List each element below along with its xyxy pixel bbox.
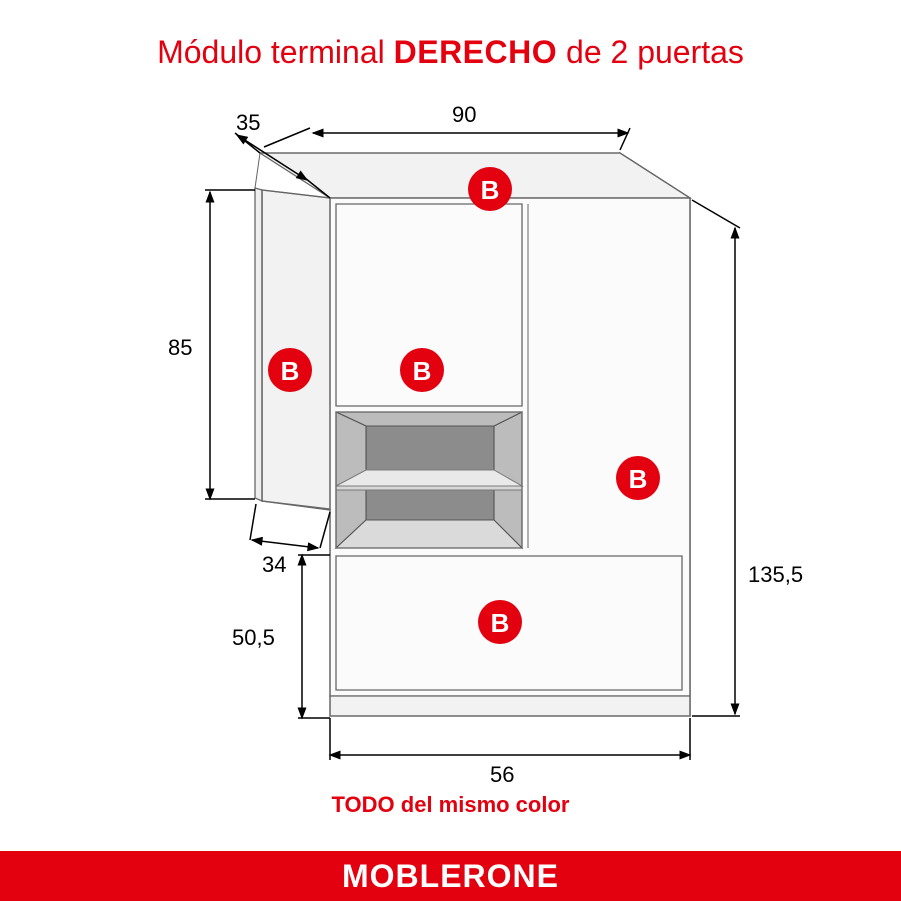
subtitle: TODO del mismo color (0, 792, 901, 818)
ext-width-top-b (620, 128, 630, 150)
ext-34-b (320, 512, 330, 548)
badge-top: B (468, 167, 512, 211)
footer-spacer (0, 821, 901, 851)
badge-lower-front: B (478, 600, 522, 644)
label-h85: 85 (168, 335, 192, 361)
edge-top-left (255, 153, 260, 188)
ext-width-top-a (264, 128, 310, 147)
svg-text:B: B (491, 608, 510, 638)
badge-left-door: B (268, 348, 312, 392)
brand-footer: MOBLERONE (0, 851, 901, 901)
label-34: 34 (262, 552, 286, 578)
furniture-diagram: B B B B B (0, 0, 901, 901)
niche-shelf-top (336, 470, 522, 486)
niche-top-inner (336, 412, 522, 426)
ext-135-a (692, 200, 740, 228)
plinth-front (330, 696, 690, 716)
niche-floor (336, 520, 522, 548)
niche-shelf-front (336, 486, 522, 490)
dim-34 (252, 540, 318, 548)
svg-text:B: B (281, 356, 300, 386)
page: Módulo terminal DERECHO de 2 puertas (0, 0, 901, 901)
svg-text:B: B (413, 356, 432, 386)
label-56: 56 (490, 762, 514, 788)
label-135: 135,5 (748, 562, 803, 588)
label-width-top: 90 (452, 102, 476, 128)
badge-right-side: B (616, 456, 660, 500)
label-505: 50,5 (232, 625, 275, 651)
svg-text:B: B (629, 464, 648, 494)
badge-upper-front: B (400, 348, 444, 392)
left-door-edge (255, 188, 262, 501)
label-depth: 35 (236, 110, 260, 136)
ext-34-a (250, 504, 256, 540)
svg-text:B: B (481, 175, 500, 205)
